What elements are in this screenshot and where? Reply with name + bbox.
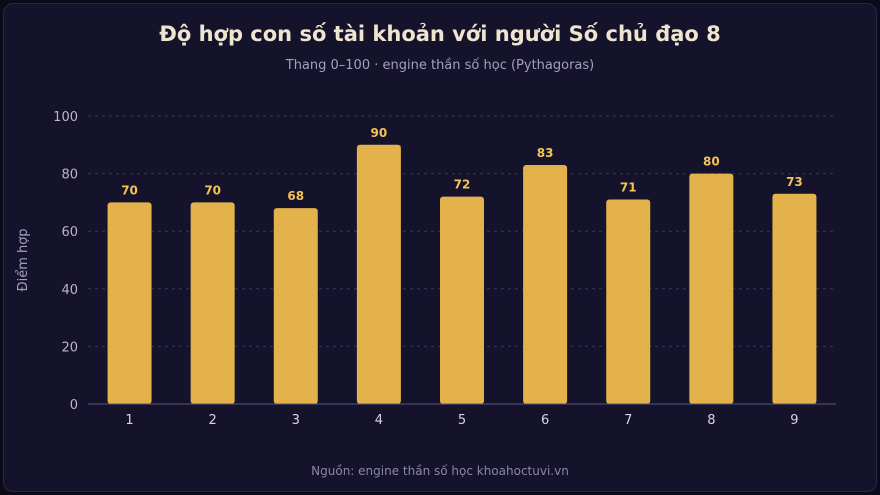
value-label-2: 70	[204, 183, 221, 197]
x-tick-label-5: 5	[458, 413, 466, 428]
x-tick-label-9: 9	[790, 413, 798, 428]
x-tick-label-7: 7	[624, 413, 632, 428]
bar-2	[190, 202, 235, 404]
chart-subtitle: Thang 0–100 · engine thần số học (Pythag…	[285, 58, 595, 73]
value-label-5: 72	[454, 178, 471, 192]
value-label-7: 71	[620, 181, 637, 195]
y-tick-label: 40	[61, 283, 78, 298]
value-label-8: 80	[703, 155, 720, 169]
y-tick-label: 0	[70, 398, 78, 413]
x-tick-label-4: 4	[375, 413, 383, 428]
value-label-9: 73	[786, 175, 803, 189]
y-tick-label: 20	[61, 340, 78, 355]
x-tick-label-2: 2	[209, 413, 217, 428]
y-tick-label: 80	[61, 168, 78, 183]
x-tick-label-1: 1	[125, 413, 133, 428]
value-label-6: 83	[537, 146, 554, 160]
chart-title: Độ hợp con số tài khoản với người Số chủ…	[159, 22, 721, 46]
x-axis-ticks: 1 2 3 4 5 6 7 8 9	[125, 413, 798, 428]
source-note: Nguồn: engine thần số học khoahoctuvi.vn	[311, 464, 569, 478]
bar-4	[356, 144, 401, 405]
value-label-4: 90	[371, 126, 388, 140]
value-label-1: 70	[121, 183, 138, 197]
bars	[107, 144, 817, 405]
x-tick-label-8: 8	[707, 413, 715, 428]
bar-7	[606, 199, 651, 404]
value-labels: 70 70 68 90 72 83 71 80 73	[121, 126, 803, 203]
bar-1	[107, 202, 152, 404]
bar-9	[772, 193, 817, 404]
bar-3	[273, 208, 318, 404]
x-tick-label-3: 3	[292, 413, 300, 428]
y-tick-label: 100	[53, 110, 78, 125]
y-axis-label: Điểm hợp	[16, 229, 31, 292]
y-axis-ticks: 0 20 40 60 80 100	[53, 110, 78, 413]
value-label-3: 68	[287, 189, 304, 203]
bar-5	[440, 196, 484, 404]
y-tick-label: 60	[61, 225, 78, 240]
x-tick-label-6: 6	[541, 413, 549, 428]
bar-6	[523, 164, 568, 404]
bar-8	[689, 173, 734, 404]
